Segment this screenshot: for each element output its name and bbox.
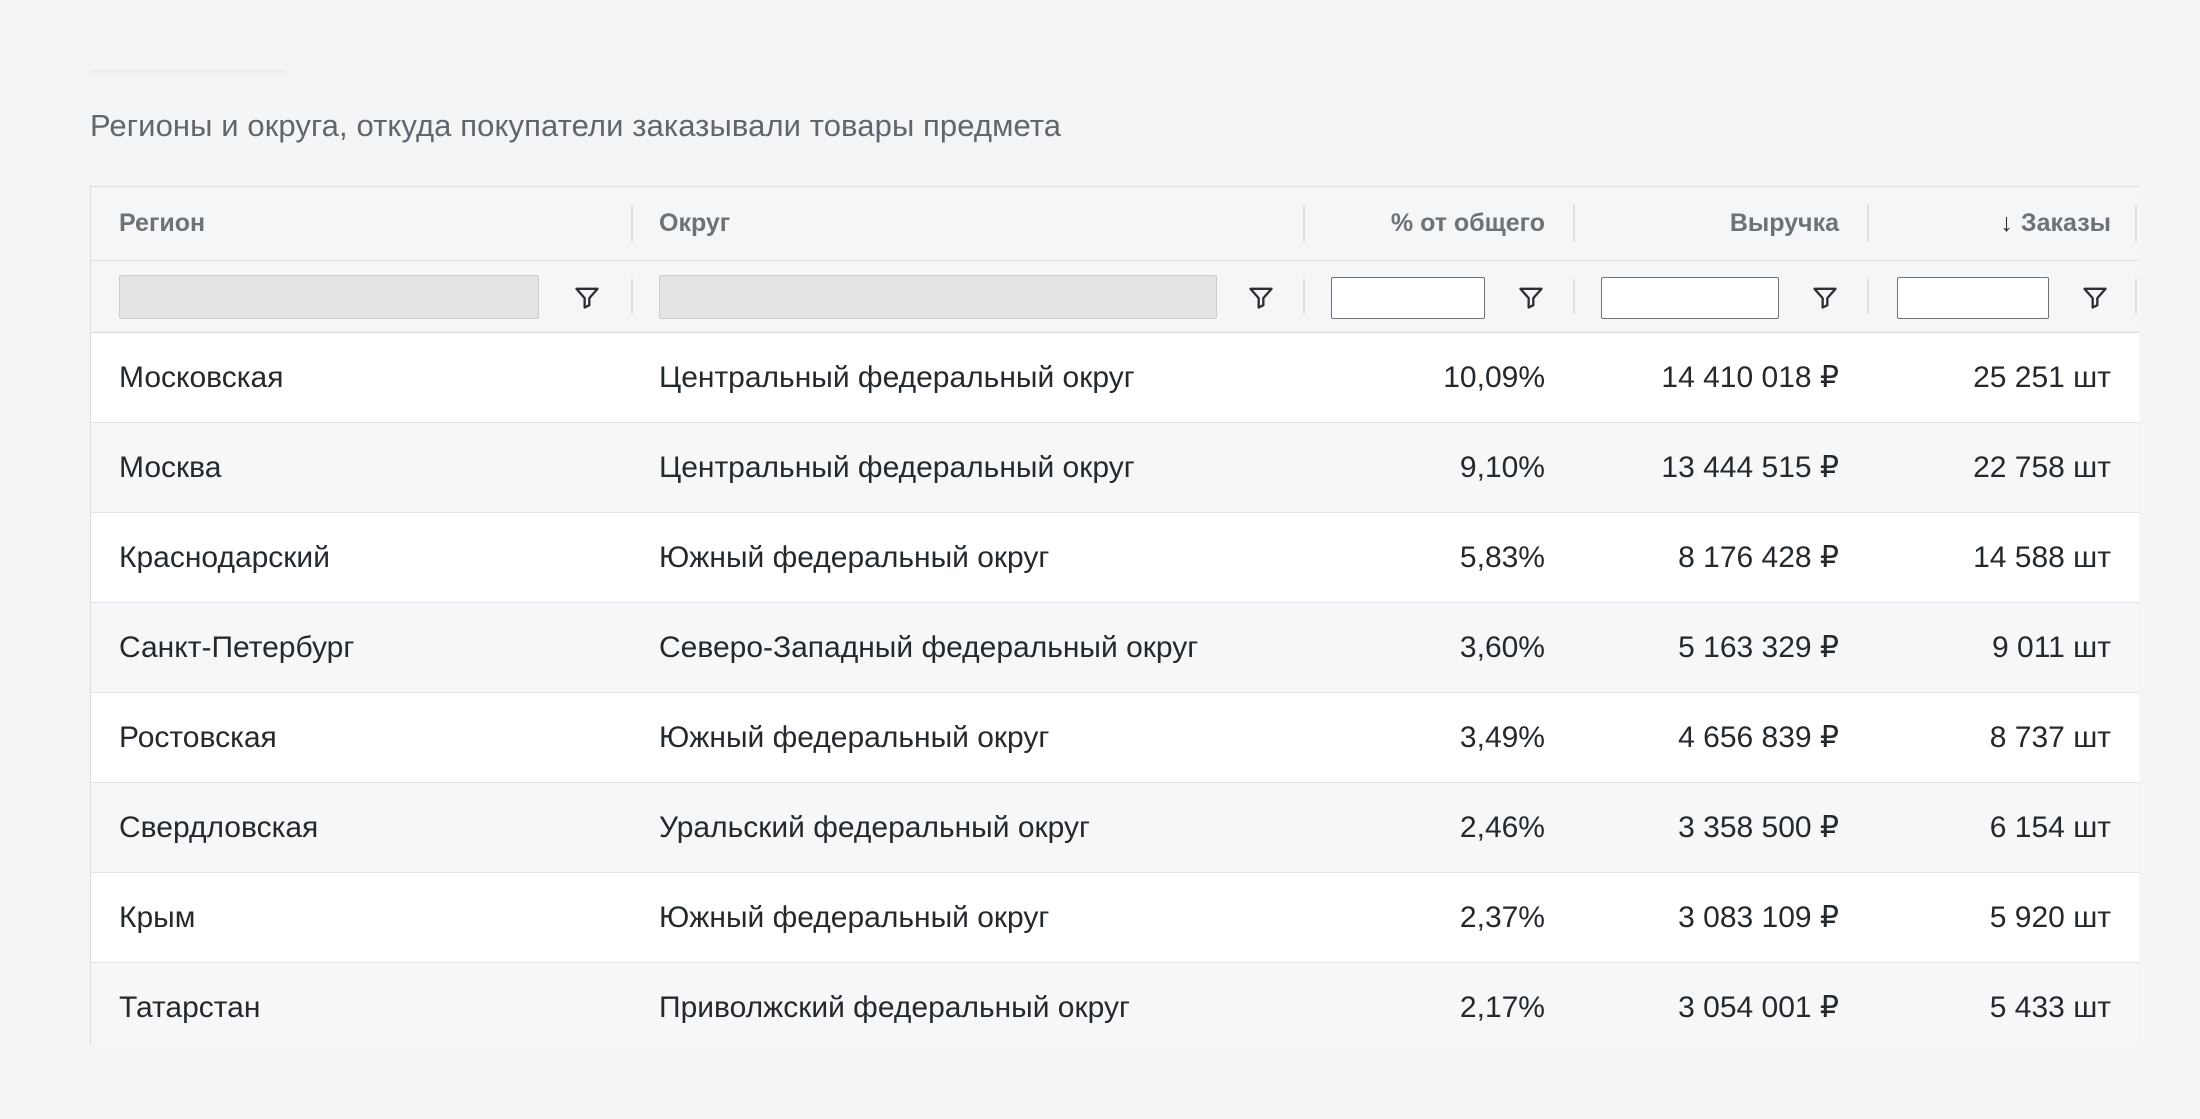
cell-percent: 2,46% [1459,810,1545,844]
cell-orders: 6 154 шт [1989,810,2111,844]
cell-revenue: 3 358 500 ₽ [1678,811,1839,844]
filter-icon[interactable] [573,283,601,311]
table-row[interactable]: Краснодарский Южный федеральный округ 5,… [91,513,2139,603]
cell-orders: 25 251 шт [1973,360,2111,394]
cell-district: Южный федеральный округ [659,540,1050,574]
table-row[interactable]: Ростовская Южный федеральный округ 3,49%… [91,693,2139,783]
cell-percent: 5,83% [1459,540,1545,574]
filter-icon[interactable] [1517,283,1545,311]
cell-district: Центральный федеральный округ [659,360,1135,394]
column-header-region[interactable]: Регион [91,187,631,260]
cell-region: Москва [119,450,222,484]
table-row[interactable]: Татарстан Приволжский федеральный округ … [91,963,2139,1045]
cell-revenue: 13 444 515 ₽ [1661,451,1839,484]
cell-percent: 9,10% [1459,450,1545,484]
column-header-district-label: Округ [659,209,731,237]
column-divider[interactable] [1573,205,1575,242]
regions-table: Регион Округ % от общего Выручка ↓ Заказ… [90,186,2139,1045]
cell-region: Санкт-Петербург [119,630,355,664]
column-header-region-label: Регион [119,209,206,237]
arrow-down-icon: ↓ [2000,209,2013,237]
column-divider [1573,279,1575,314]
cell-district: Уральский федеральный округ [659,810,1090,844]
column-header-orders-label: Заказы [2020,209,2111,237]
cell-revenue: 14 410 018 ₽ [1661,361,1839,394]
column-header-district[interactable]: Округ [631,187,1303,260]
orders-filter-input[interactable] [1897,277,2049,319]
cell-percent: 3,49% [1459,720,1545,754]
column-header-percent-label: % от общего [1390,209,1545,237]
cell-percent: 3,60% [1459,630,1545,664]
cell-orders: 5 920 шт [1989,900,2111,934]
table-row[interactable]: Свердловская Уральский федеральный округ… [91,783,2139,873]
cell-region: Татарстан [119,990,261,1024]
column-header-orders[interactable]: ↓ Заказы [1867,187,2139,260]
cell-region: Ростовская [119,720,277,754]
cell-region: Свердловская [119,810,319,844]
percent-filter-input[interactable] [1331,277,1485,319]
cell-revenue: 3 083 109 ₽ [1678,901,1839,934]
table-row[interactable]: Санкт-Петербург Северо-Западный федераль… [91,603,2139,693]
top-fade [88,70,288,78]
column-divider [631,279,633,314]
filter-icon[interactable] [2081,283,2109,311]
column-divider[interactable] [1867,205,1869,242]
filter-icon[interactable] [1247,283,1275,311]
column-divider [2135,279,2137,314]
column-header-percent[interactable]: % от общего [1303,187,1573,260]
table-row[interactable]: Московская Центральный федеральный округ… [91,333,2139,423]
cell-orders: 22 758 шт [1973,450,2111,484]
cell-revenue: 3 054 001 ₽ [1678,991,1839,1024]
table-row[interactable]: Москва Центральный федеральный округ 9,1… [91,423,2139,513]
column-header-revenue-label: Выручка [1729,209,1839,237]
cell-district: Центральный федеральный округ [659,450,1135,484]
column-divider [1867,279,1869,314]
region-filter-input[interactable] [119,275,539,319]
cell-orders: 14 588 шт [1973,540,2111,574]
district-filter-input[interactable] [659,275,1217,319]
cell-percent: 10,09% [1443,360,1545,394]
table-filter-row [91,261,2139,333]
cell-region: Краснодарский [119,540,330,574]
cell-percent: 2,37% [1459,900,1545,934]
cell-region: Крым [119,900,196,934]
revenue-filter-input[interactable] [1601,277,1779,319]
column-header-revenue[interactable]: Выручка [1573,187,1867,260]
cell-percent: 2,17% [1459,990,1545,1024]
column-divider [1303,279,1305,314]
table-header-row: Регион Округ % от общего Выручка ↓ Заказ… [91,187,2139,261]
cell-revenue: 4 656 839 ₽ [1678,721,1839,754]
cell-district: Южный федеральный округ [659,720,1050,754]
column-divider[interactable] [2135,205,2137,242]
column-divider[interactable] [631,205,633,242]
cell-district: Приволжский федеральный округ [659,990,1130,1024]
cell-orders: 8 737 шт [1989,720,2111,754]
cell-district: Северо-Западный федеральный округ [659,630,1199,664]
cell-region: Московская [119,360,284,394]
cell-orders: 9 011 шт [1992,630,2111,664]
table-row[interactable]: Крым Южный федеральный округ 2,37% 3 083… [91,873,2139,963]
cell-district: Южный федеральный округ [659,900,1050,934]
cell-orders: 5 433 шт [1989,990,2111,1024]
column-divider[interactable] [1303,205,1305,242]
filter-icon[interactable] [1811,283,1839,311]
cell-revenue: 5 163 329 ₽ [1678,631,1839,664]
cell-revenue: 8 176 428 ₽ [1678,541,1839,574]
section-title: Регионы и округа, откуда покупатели зака… [90,108,1062,143]
